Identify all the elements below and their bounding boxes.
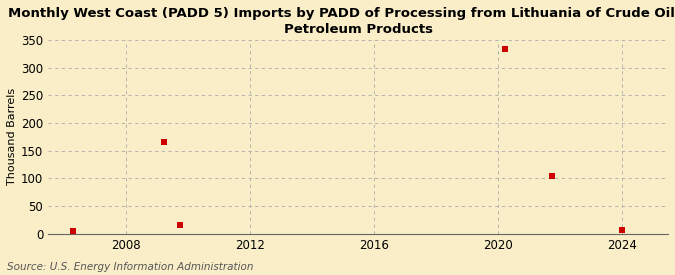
Point <box>175 223 186 228</box>
Point <box>547 173 558 178</box>
Point <box>159 140 170 145</box>
Text: Source: U.S. Energy Information Administration: Source: U.S. Energy Information Administ… <box>7 262 253 272</box>
Point <box>616 228 627 233</box>
Title: Monthly West Coast (PADD 5) Imports by PADD of Processing from Lithuania of Crud: Monthly West Coast (PADD 5) Imports by P… <box>9 7 675 36</box>
Point <box>68 229 78 234</box>
Y-axis label: Thousand Barrels: Thousand Barrels <box>7 88 17 185</box>
Point <box>500 47 511 51</box>
